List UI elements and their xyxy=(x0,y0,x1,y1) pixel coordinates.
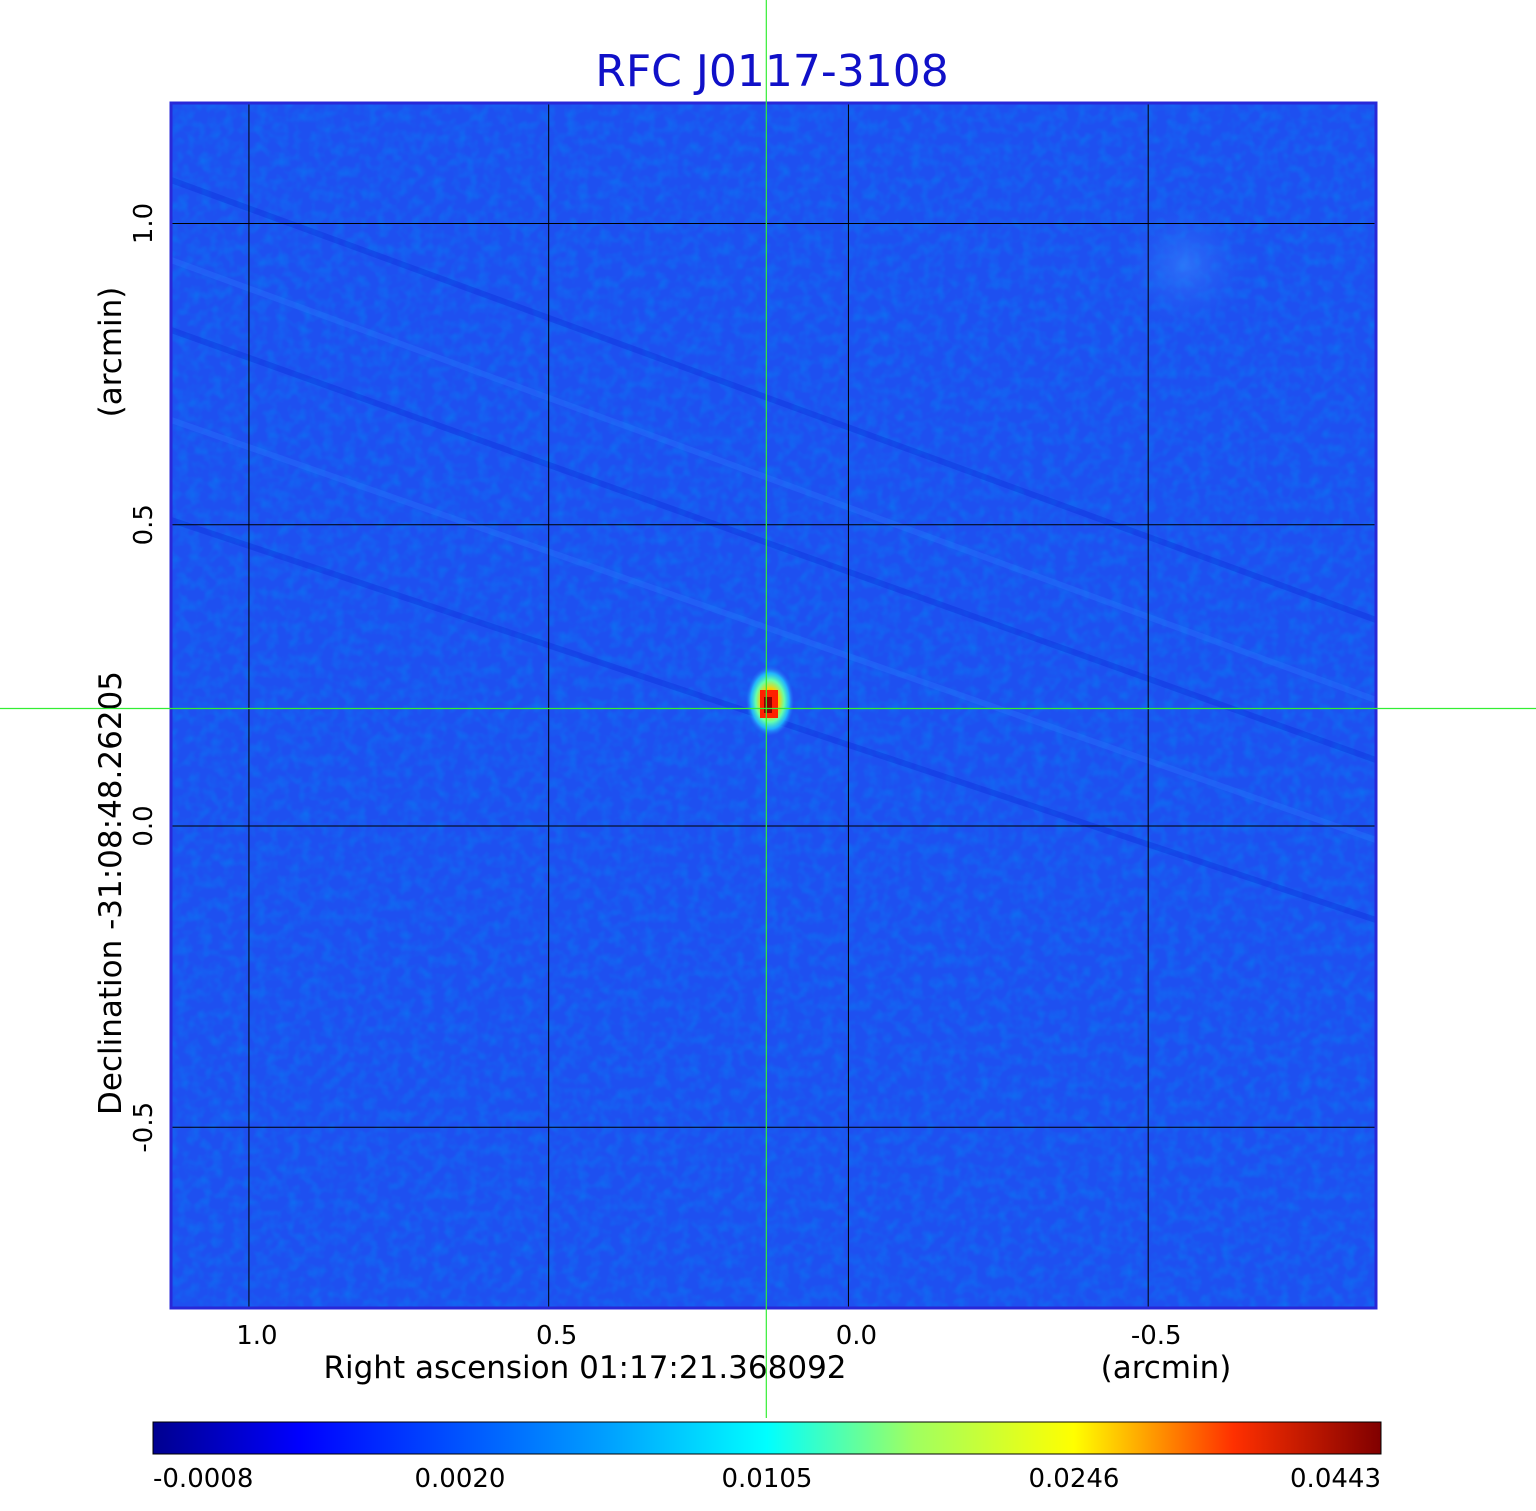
y-tick-label: 0.5 xyxy=(129,504,159,545)
x-tick-label: 1.0 xyxy=(236,1321,277,1351)
y-tick-labels: -0.5 0.0 0.5 1.0 xyxy=(129,203,159,1153)
x-tick-labels: 1.0 0.5 0.0 -0.5 xyxy=(236,1321,1181,1351)
x-tick-label: -0.5 xyxy=(1131,1321,1182,1351)
chart-title: RFC J0117-3108 xyxy=(595,46,948,97)
colorbar xyxy=(152,1421,1382,1455)
colorbar-tick-label: 0.0020 xyxy=(415,1464,506,1494)
source-peak xyxy=(764,697,772,713)
x-tick-label: 0.0 xyxy=(836,1321,877,1351)
image-area xyxy=(171,103,1376,1308)
y-tick-label: 0.0 xyxy=(129,805,159,846)
colorbar-tick-label: -0.0008 xyxy=(153,1464,253,1494)
x-axis-label: Right ascension 01:17:21.368092 xyxy=(323,1350,846,1386)
y-tick-label: -0.5 xyxy=(129,1102,159,1153)
y-tick-label: 1.0 xyxy=(129,203,159,244)
colorbar-tick-label: 0.0105 xyxy=(722,1464,813,1494)
colorbar-tick-labels: -0.0008 0.0020 0.0105 0.0246 0.0443 xyxy=(153,1464,1381,1494)
colorbar-tick-label: 0.0443 xyxy=(1290,1464,1381,1494)
crosshair xyxy=(0,0,1536,1418)
y-axis-unit: (arcmin) xyxy=(93,287,129,418)
plot-frame xyxy=(169,101,1378,1310)
x-tick-label: 0.5 xyxy=(536,1321,577,1351)
grid xyxy=(171,103,1376,1308)
sidelobe-streaks xyxy=(171,177,1376,923)
x-axis-unit: (arcmin) xyxy=(1101,1350,1232,1386)
colorbar-tick-label: 0.0246 xyxy=(1029,1464,1120,1494)
y-axis-label: Declination -31:08:48.26205 xyxy=(93,671,129,1115)
faint-emission xyxy=(1115,195,1255,335)
